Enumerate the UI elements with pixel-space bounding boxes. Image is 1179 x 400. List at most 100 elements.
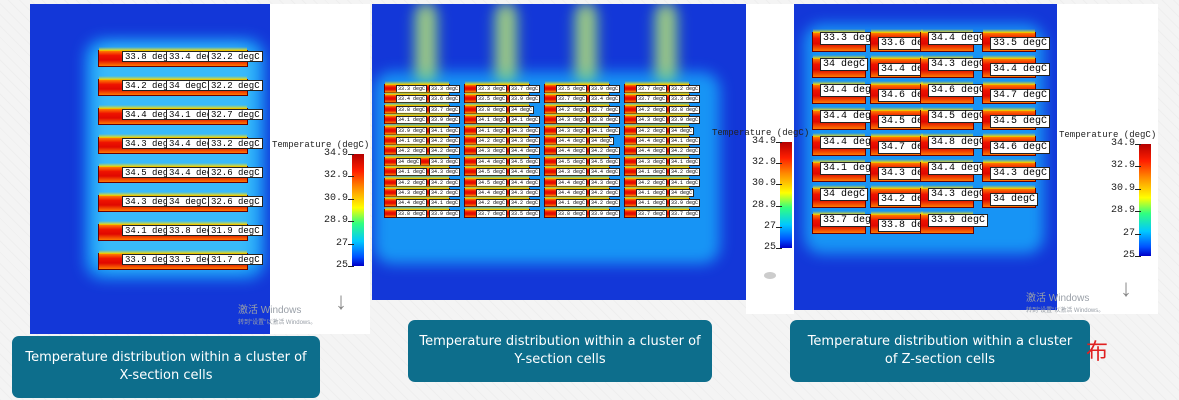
x-section-simulation: 33.8 degC 33.4 degC 32.2 degC 34.2 degC 34 d… — [30, 4, 270, 334]
y-tick-mark — [776, 184, 782, 186]
y-section-panel: 33.3 degC 33.3 degC 33.4 degC 33.6 degC 33.8… — [372, 4, 746, 300]
y-section-simulation: 33.3 degC 33.3 degC 33.4 degC 33.6 degC 33.8… — [372, 4, 746, 300]
x-tick-mark — [348, 176, 354, 178]
z-watermark-sub: 转到"设置"以激活 Windows。 — [1026, 308, 1105, 314]
x-tick-mark — [348, 221, 354, 223]
z-watermark-main: 激活 Windows — [1026, 293, 1090, 304]
z-temp-label: 34.4 degC — [928, 162, 989, 175]
x-watermark-sub: 转到"设置"以激活 Windows。 — [238, 320, 317, 326]
z-temp-label: 34.5 degC — [928, 110, 989, 123]
y-temp-label: 33.8 degC — [396, 209, 428, 218]
x-tick-label: 30.9 — [323, 192, 348, 204]
y-tick-label: 34.9 — [751, 136, 776, 147]
caption-y-section: Temperature distribution within a cluste… — [408, 320, 712, 382]
z-temp-label: 34.5 degC — [990, 115, 1051, 128]
z-windows-watermark: 激活 Windows 转到"设置"以激活 Windows。 — [1026, 293, 1104, 317]
x-colorbar — [352, 154, 364, 266]
y-colorbar-title: Temperature (degC) — [712, 128, 810, 138]
z-temp-label: 34.6 degC — [928, 84, 989, 97]
x-temp-label: 32.2 degC — [208, 80, 263, 91]
x-tick-label: 34.9 — [323, 148, 348, 159]
z-temp-label: 34.3 degC — [928, 58, 989, 71]
z-temp-label: 34.6 degC — [990, 141, 1051, 154]
z-colorbar — [1139, 144, 1151, 256]
x-tick-label: 27 — [335, 237, 348, 249]
z-temp-label: 34 degC — [820, 58, 869, 71]
z-tick-label: 28.9 — [1110, 205, 1135, 217]
z-tick-mark — [1135, 166, 1141, 168]
x-watermark-main: 激活 Windows — [238, 305, 302, 316]
x-section-panel: 33.8 degC 33.4 degC 32.2 degC 34.2 degC 34 d… — [30, 4, 370, 334]
x-tick-mark — [348, 154, 354, 155]
y-tick-label: 27 — [763, 220, 776, 232]
z-tick-mark — [1135, 188, 1141, 190]
y-scroll-dot — [764, 272, 776, 279]
z-tick-mark — [1135, 144, 1141, 145]
z-temp-label: 34.7 degC — [990, 89, 1051, 102]
z-section-legend-area: Temperature (degC) 34.9 32.9 30.9 28.9 27 25 — [1057, 4, 1158, 314]
z-temp-label: 34.3 degC — [990, 167, 1051, 180]
z-colorbar-title: Temperature (degC) — [1059, 130, 1157, 140]
z-tick-label: 25 — [1122, 250, 1135, 261]
y-air-jet-core — [661, 4, 671, 74]
z-tick-mark — [1135, 211, 1141, 213]
x-tick-mark — [348, 243, 354, 245]
y-air-jet-core — [501, 4, 511, 74]
y-temp-label: 33.9 degC — [429, 209, 461, 218]
y-temp-label: 33.8 degC — [556, 209, 588, 218]
z-tick-label: 30.9 — [1110, 182, 1135, 194]
x-temp-label: 32.6 degC — [208, 196, 263, 207]
y-tick-mark — [776, 142, 782, 143]
y-temp-label: 33.5 degC — [509, 209, 541, 218]
y-tick-mark — [776, 163, 782, 165]
x-section-legend-area: Temperature (degC) 34.9 32.9 30.9 28.9 27 25 — [270, 4, 370, 334]
z-tick-mark — [1135, 256, 1141, 257]
x-colorbar-title: Temperature (degC) — [272, 140, 370, 150]
cn-character: 布 — [1086, 340, 1109, 365]
x-tick-mark — [348, 266, 354, 267]
x-temp-label: 33.2 degC — [208, 138, 263, 149]
z-down-arrow-icon: ↓ — [1120, 275, 1132, 302]
y-temp-label: 33.7 degC — [669, 209, 701, 218]
z-temp-label: 33.5 degC — [990, 37, 1051, 50]
z-temp-label: 34.3 degC — [928, 188, 989, 201]
z-temp-label: 34.1 degC — [820, 162, 881, 175]
y-temp-label: 33.7 degC — [476, 209, 508, 218]
x-down-arrow-icon: ↓ — [335, 288, 347, 315]
x-tick-label: 28.9 — [323, 215, 348, 227]
y-tick-label: 25 — [763, 242, 776, 253]
z-temp-label: 34.4 degC — [820, 84, 881, 97]
z-tick-label: 34.9 — [1110, 138, 1135, 149]
x-tick-label: 25 — [335, 260, 348, 271]
x-tick-label: 32.9 — [323, 170, 348, 182]
x-temp-label: 34 degC — [166, 196, 210, 207]
x-temp-label: 31.7 degC — [208, 254, 263, 265]
y-tick-mark — [776, 248, 782, 249]
z-tick-mark — [1135, 233, 1141, 235]
caption-z-section: Temperature distribution within a cluste… — [790, 320, 1090, 382]
z-temp-label: 34.4 degC — [928, 32, 989, 45]
caption-x-section: Temperature distribution within a cluste… — [12, 336, 320, 398]
z-section-panel: 33.3 degC 33.6 degC 34.4 degC 33.5 degC 34 d… — [794, 4, 1158, 314]
y-colorbar — [780, 142, 792, 248]
y-tick-mark — [776, 205, 782, 207]
z-temp-label: 34 degC — [820, 188, 869, 201]
y-air-jet-core — [421, 4, 431, 74]
z-temp-label: 34.8 degC — [928, 136, 989, 149]
z-tick-label: 32.9 — [1110, 160, 1135, 172]
z-section-simulation: 33.3 degC 33.6 degC 34.4 degC 33.5 degC 34 d… — [794, 4, 1057, 310]
y-tick-label: 28.9 — [751, 199, 776, 211]
z-temp-label: 33.9 degC — [928, 214, 989, 227]
y-tick-label: 30.9 — [751, 178, 776, 190]
y-air-jet-core — [581, 4, 591, 74]
y-section-legend-area: 34.9 32.9 30.9 28.9 27 25 — [746, 4, 794, 314]
x-temp-label: 32.2 degC — [208, 51, 263, 62]
z-tick-label: 27 — [1122, 227, 1135, 239]
y-temp-label: 33.9 degC — [589, 209, 621, 218]
z-temp-label: 34.4 degC — [990, 63, 1051, 76]
x-temp-label: 32.7 degC — [208, 109, 263, 120]
y-tick-mark — [776, 226, 782, 228]
x-temp-label: 34 degC — [166, 80, 210, 91]
x-windows-watermark: 激活 Windows 转到"设置"以激活 Windows。 — [238, 305, 316, 329]
y-tick-label: 32.9 — [751, 157, 776, 169]
